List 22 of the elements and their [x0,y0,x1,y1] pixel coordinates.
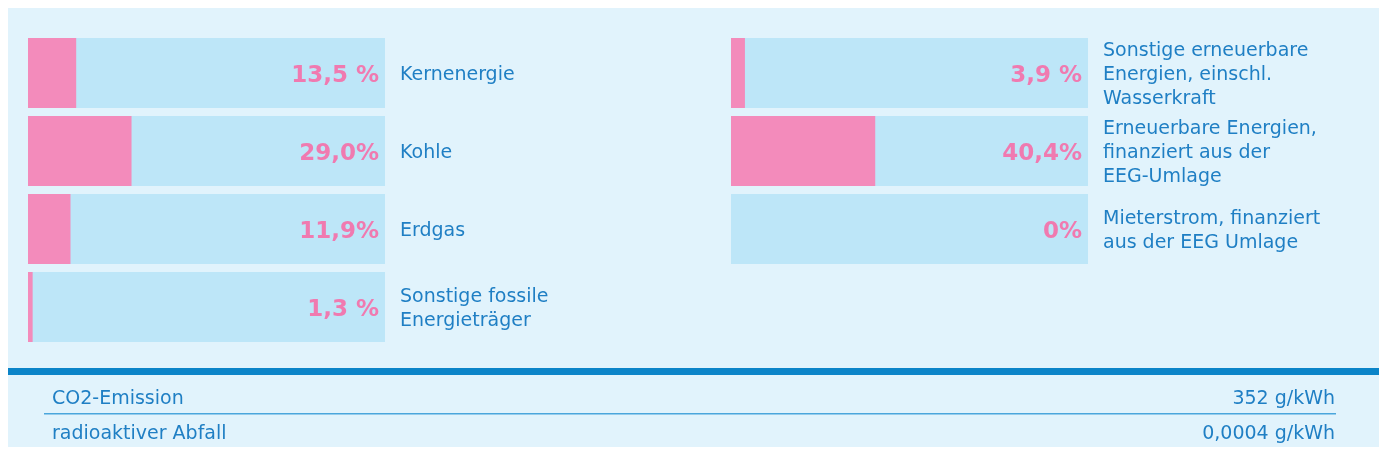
category-label: Kernenergie [400,62,515,84]
category-label: Sonstige fossile Energieträger [400,284,549,330]
category-label: Mieterstrom, finanziert aus der EEG Umlage [1103,206,1321,252]
data-label: 29,0% [299,139,379,165]
data-label: 0% [1042,217,1082,243]
bar [28,272,33,342]
text: radioaktiver Abfall [52,421,227,443]
data-label: 40,4% [1002,139,1082,165]
category-label: Erdgas [400,218,466,240]
bar [28,194,71,264]
text: 352 g/kWh [1232,386,1335,408]
data-label: 13,5 % [291,61,379,87]
category-label: Sonstige erneuerbare Energien, einschl. Wasserkraft [1103,38,1309,108]
bar [28,116,132,186]
data-label: 3,9 % [1010,61,1082,87]
category-label: Erneuerbare Energien, finanziert aus der EEG-Umlage [1103,116,1317,186]
bar [28,38,77,108]
category-label: Kohle [400,140,453,162]
text: 0,0004 g/kWh [1202,421,1335,443]
text: CO2-Emission [52,386,184,408]
data-label: 11,9% [299,217,379,243]
data-label: 1,3 % [307,295,379,321]
